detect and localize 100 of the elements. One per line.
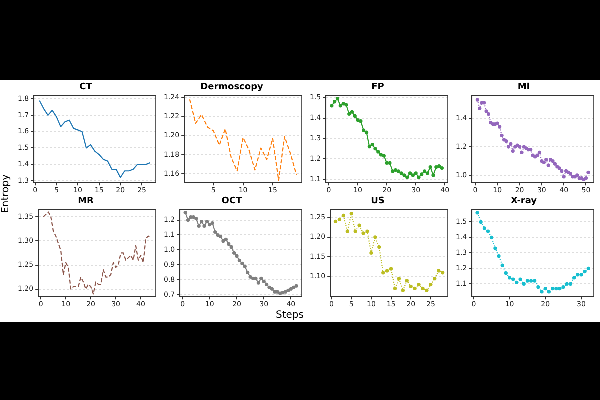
- point: [396, 170, 400, 174]
- point: [478, 106, 482, 110]
- point: [378, 245, 382, 250]
- point: [374, 147, 378, 151]
- point: [210, 221, 214, 226]
- point: [420, 172, 424, 176]
- point: [518, 145, 522, 149]
- point: [522, 282, 526, 286]
- point: [409, 284, 413, 289]
- point: [379, 153, 384, 157]
- point: [546, 164, 550, 168]
- point: [441, 271, 445, 275]
- chart-title: X-ray: [510, 196, 538, 207]
- point: [482, 226, 486, 230]
- point: [486, 112, 491, 116]
- point: [490, 236, 494, 240]
- point: [417, 176, 421, 180]
- point: [506, 145, 510, 149]
- point: [368, 145, 372, 149]
- chart-title: CT: [80, 82, 94, 93]
- point: [554, 287, 558, 291]
- point: [222, 239, 226, 244]
- point: [429, 282, 433, 287]
- point: [362, 128, 366, 132]
- point: [433, 277, 437, 281]
- y-axis-title: Entropy: [0, 174, 12, 214]
- point: [294, 284, 298, 288]
- line-series: [43, 212, 152, 295]
- point: [440, 166, 444, 170]
- point: [565, 282, 569, 286]
- point: [208, 222, 212, 227]
- point: [402, 174, 406, 178]
- point: [330, 104, 334, 108]
- point: [350, 110, 354, 114]
- point: [194, 216, 198, 221]
- point: [422, 170, 427, 174]
- point: [479, 220, 483, 224]
- point: [243, 264, 247, 268]
- point: [432, 174, 436, 178]
- point: [560, 169, 564, 174]
- point: [558, 287, 562, 291]
- point: [426, 172, 430, 176]
- point: [512, 278, 516, 282]
- point: [370, 143, 374, 147]
- chart-title: FP: [372, 82, 385, 93]
- point: [358, 224, 362, 228]
- point: [421, 286, 425, 291]
- point: [509, 142, 513, 146]
- point: [520, 150, 524, 155]
- point: [200, 220, 204, 224]
- point: [408, 172, 412, 176]
- point: [197, 224, 201, 228]
- point: [354, 230, 358, 234]
- point: [540, 290, 544, 294]
- point: [362, 232, 366, 236]
- point: [268, 286, 272, 290]
- point: [580, 273, 584, 277]
- point: [586, 266, 590, 270]
- point: [370, 251, 374, 255]
- point: [518, 278, 522, 282]
- chart-title: MR: [78, 196, 94, 207]
- point: [359, 120, 363, 124]
- point: [350, 212, 354, 216]
- point: [224, 238, 228, 242]
- point: [511, 149, 515, 154]
- point: [346, 230, 350, 234]
- chart-title: MI: [518, 82, 530, 93]
- point: [230, 245, 234, 250]
- point: [334, 220, 338, 224]
- point: [270, 287, 274, 291]
- point: [538, 150, 542, 155]
- point: [515, 280, 519, 284]
- point: [342, 214, 346, 218]
- point: [366, 230, 370, 234]
- point: [529, 279, 534, 283]
- point: [391, 170, 395, 174]
- point: [376, 150, 380, 154]
- point: [486, 230, 490, 234]
- point: [529, 148, 533, 152]
- point: [235, 254, 239, 258]
- point: [425, 288, 429, 292]
- point: [356, 118, 360, 122]
- point: [336, 97, 340, 101]
- point: [553, 162, 558, 166]
- point: [214, 230, 218, 234]
- point: [508, 276, 512, 280]
- point: [260, 276, 264, 280]
- chart-title: Dermoscopy: [200, 82, 264, 93]
- point: [428, 165, 432, 170]
- point: [533, 279, 537, 283]
- point: [401, 288, 405, 292]
- point: [494, 246, 498, 250]
- point: [284, 290, 288, 294]
- point: [238, 258, 242, 262]
- point: [394, 168, 398, 172]
- point: [550, 287, 555, 291]
- point: [405, 279, 409, 283]
- chart-title: US: [371, 196, 385, 207]
- point: [205, 220, 210, 224]
- point: [386, 269, 390, 273]
